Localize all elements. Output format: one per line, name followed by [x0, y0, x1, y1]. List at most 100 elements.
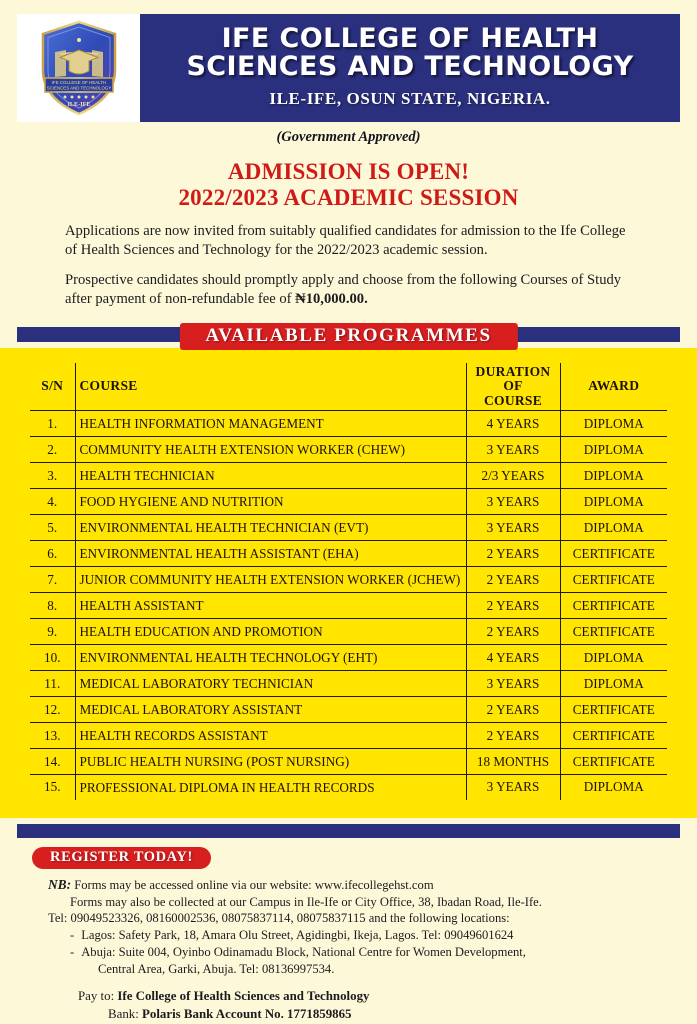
- table-row: 1. HEALTH INFORMATION MANAGEMENT 4 YEARS DI…: [30, 410, 667, 438]
- admission-flyer: IFE COLLEGE OF HEALTH SCIENCES AND TECHN…: [0, 14, 697, 1024]
- bank-account: Polaris Bank Account No. 1771859865: [142, 1006, 352, 1021]
- crest-ribbon-text: IFE COLLEGE OF HEALTH: [51, 80, 105, 85]
- table-row: 7. JUNIOR COMMUNITY HEALTH EXTENSION WORK…: [30, 566, 667, 594]
- cell-duration: 3 YEARS: [465, 514, 561, 542]
- admission-headline-line1: ADMISSION IS OPEN!: [227, 159, 470, 184]
- flyer-footer: REGISTER TODAY! NB: Forms may be accesse…: [0, 838, 697, 1024]
- table-row: 5. ENVIRONMENTAL HEALTH TECHNICIAN (EVT) 3…: [30, 514, 667, 542]
- admission-headline-line2: 2022/2023 ACADEMIC SESSION: [178, 184, 519, 210]
- flyer-header: IFE COLLEGE OF HEALTH SCIENCES AND TECHN…: [17, 14, 680, 122]
- cell-course: HEALTH ASSISTANT: [74, 592, 467, 620]
- table-row: 11. MEDICAL LABORATORY TECHNICIAN 3 YEARS D…: [30, 670, 667, 698]
- cell-award: DIPLOMA: [559, 410, 667, 438]
- cell-sn: 14.: [30, 748, 76, 776]
- cell-sn: 6.: [30, 540, 76, 568]
- register-today-badge[interactable]: REGISTER TODAY!: [32, 846, 211, 869]
- table-row: 9. HEALTH EDUCATION AND PROMOTION 2 YEARS C…: [30, 618, 667, 646]
- cell-duration: 2 YEARS: [465, 618, 561, 646]
- nb-line-1: NB: Forms may be accessed online via our…: [48, 876, 697, 894]
- table-row: 13. HEALTH RECORDS ASSISTANT 2 YEARS CERTIF…: [30, 722, 667, 750]
- cell-duration: 2/3 YEARS: [465, 462, 561, 490]
- intro-paragraph-2-text: Prospective candidates should promptly a…: [65, 272, 622, 308]
- cell-duration: 3 YEARS: [465, 670, 561, 698]
- table-row: 15. PROFESSIONAL DIPLOMA IN HEALTH RECORD…: [30, 774, 667, 800]
- programmes-section: S/N COURSE DURATION OF COURSE AWARD 1. HE…: [0, 347, 697, 818]
- table-row: 4. FOOD HYGIENE AND NUTRITION 3 YEARS DIPLO…: [30, 488, 667, 516]
- cell-course: PUBLIC HEALTH NURSING (POST NURSING): [74, 748, 467, 776]
- column-header-award: AWARD: [559, 362, 667, 412]
- cell-award: DIPLOMA: [559, 488, 667, 516]
- college-name: IFE COLLEGE OF HEALTH SCIENCES AND TECHN…: [186, 22, 634, 82]
- header-banner: IFE COLLEGE OF HEALTH SCIENCES AND TECHN…: [140, 14, 680, 122]
- nb-label: NB:: [48, 876, 72, 892]
- admission-intro: Applications are now invited from suitab…: [65, 222, 637, 310]
- cell-duration: 18 MONTHS: [465, 748, 561, 776]
- programmes-table: S/N COURSE DURATION OF COURSE AWARD 1. HE…: [28, 360, 669, 802]
- pay-to-name: Ife College of Health Sciences and Techn…: [117, 989, 370, 1004]
- cell-award: DIPLOMA: [559, 774, 667, 800]
- admission-headline: ADMISSION IS OPEN! 2022/2023 ACADEMIC SE…: [0, 159, 697, 211]
- table-row: 12. MEDICAL LABORATORY ASSISTANT 2 YEARS CE…: [30, 696, 667, 724]
- crest-bottom-text: ILE-IFE: [67, 101, 90, 108]
- cell-course: HEALTH INFORMATION MANAGEMENT: [74, 410, 467, 438]
- location-abuja-text: Abuja: Suite 004, Oyinbo Odinamadu Block…: [81, 944, 526, 959]
- table-row: 10. ENVIRONMENTAL HEALTH TECHNOLOGY (EHT)…: [30, 644, 667, 672]
- cell-sn: 12.: [30, 696, 76, 724]
- duration-line3: COURSE: [483, 392, 543, 408]
- nb-block: NB: Forms may be accessed online via our…: [48, 876, 697, 978]
- cell-course: MEDICAL LABORATORY ASSISTANT: [74, 696, 467, 724]
- column-header-course: COURSE: [74, 362, 467, 412]
- college-name-line1: IFE COLLEGE OF HEALTH: [221, 22, 599, 54]
- table-row: 8. HEALTH ASSISTANT 2 YEARS CERTIFICATE: [30, 592, 667, 620]
- duration-line1: DURATION: [475, 363, 551, 379]
- logo-block: IFE COLLEGE OF HEALTH SCIENCES AND TECHN…: [17, 14, 140, 122]
- cell-award: DIPLOMA: [559, 514, 667, 542]
- cell-course: JUNIOR COMMUNITY HEALTH EXTENSION WORKER…: [74, 566, 467, 594]
- programmes-table-head: S/N COURSE DURATION OF COURSE AWARD: [30, 362, 667, 412]
- cell-duration: 2 YEARS: [465, 540, 561, 568]
- cell-sn: 11.: [30, 670, 76, 698]
- cell-course: FOOD HYGIENE AND NUTRITION: [74, 488, 467, 516]
- cell-course: HEALTH EDUCATION AND PROMOTION: [74, 618, 467, 646]
- government-approved-note: (Government Approved): [276, 129, 421, 145]
- cell-award: DIPLOMA: [559, 436, 667, 464]
- cell-award: CERTIFICATE: [559, 592, 667, 620]
- pay-to-line: Pay to: Ife College of Health Sciences a…: [78, 988, 697, 1005]
- nb-line-2: Forms may also be collected at our Campu…: [70, 894, 542, 909]
- cell-course: HEALTH RECORDS ASSISTANT: [74, 722, 467, 750]
- cell-award: DIPLOMA: [559, 462, 667, 490]
- table-row: 6. ENVIRONMENTAL HEALTH ASSISTANT (EHA) 2 …: [30, 540, 667, 568]
- nb-line-1-text: Forms may be accessed online via our web…: [74, 877, 434, 892]
- programmes-table-body: 1. HEALTH INFORMATION MANAGEMENT 4 YEARS DI…: [30, 410, 667, 800]
- cell-sn: 1.: [30, 410, 76, 438]
- cell-duration: 3 YEARS: [465, 488, 561, 516]
- cell-course: MEDICAL LABORATORY TECHNICIAN: [74, 670, 467, 698]
- cell-award: DIPLOMA: [559, 670, 667, 698]
- cell-duration: 2 YEARS: [465, 592, 561, 620]
- college-location: ILE-IFE, OSUN STATE, NIGERIA.: [269, 89, 551, 109]
- available-programmes-banner: AVAILABLE PROGRAMMES: [179, 322, 518, 350]
- crest-ribbon-text-2: SCIENCES AND TECHNOLOGY: [46, 85, 111, 90]
- bullet-dash-icon-2: -: [70, 944, 75, 959]
- bank-label: Bank:: [108, 1006, 143, 1021]
- college-crest-icon: IFE COLLEGE OF HEALTH SCIENCES AND TECHN…: [41, 20, 116, 116]
- cell-duration: 3 YEARS: [465, 436, 561, 464]
- cell-sn: 3.: [30, 462, 76, 490]
- cell-duration: 2 YEARS: [465, 566, 561, 594]
- cell-duration: 2 YEARS: [465, 696, 561, 724]
- cell-award: CERTIFICATE: [559, 566, 667, 594]
- location-item-lagos: - Lagos: Safety Park, 18, Amara Olu Stre…: [70, 927, 697, 944]
- cell-sn: 9.: [30, 618, 76, 646]
- cell-course: HEALTH TECHNICIAN: [74, 462, 467, 490]
- cell-sn: 4.: [30, 488, 76, 516]
- cell-course: PROFESSIONAL DIPLOMA IN HEALTH RECORDS: [74, 774, 467, 800]
- location-lagos-text: Lagos: Safety Park, 18, Amara Olu Street…: [81, 928, 514, 943]
- cell-award: CERTIFICATE: [559, 618, 667, 646]
- cell-sn: 2.: [30, 436, 76, 464]
- duration-line2: OF: [503, 378, 523, 394]
- column-header-duration: DURATION OF COURSE: [465, 362, 561, 412]
- cell-award: CERTIFICATE: [559, 696, 667, 724]
- location-item-abuja: - Abuja: Suite 004, Oyinbo Odinamadu Blo…: [70, 944, 697, 961]
- cell-course: ENVIRONMENTAL HEALTH ASSISTANT (EHA): [74, 540, 467, 568]
- college-name-line2: SCIENCES AND TECHNOLOGY: [186, 51, 634, 82]
